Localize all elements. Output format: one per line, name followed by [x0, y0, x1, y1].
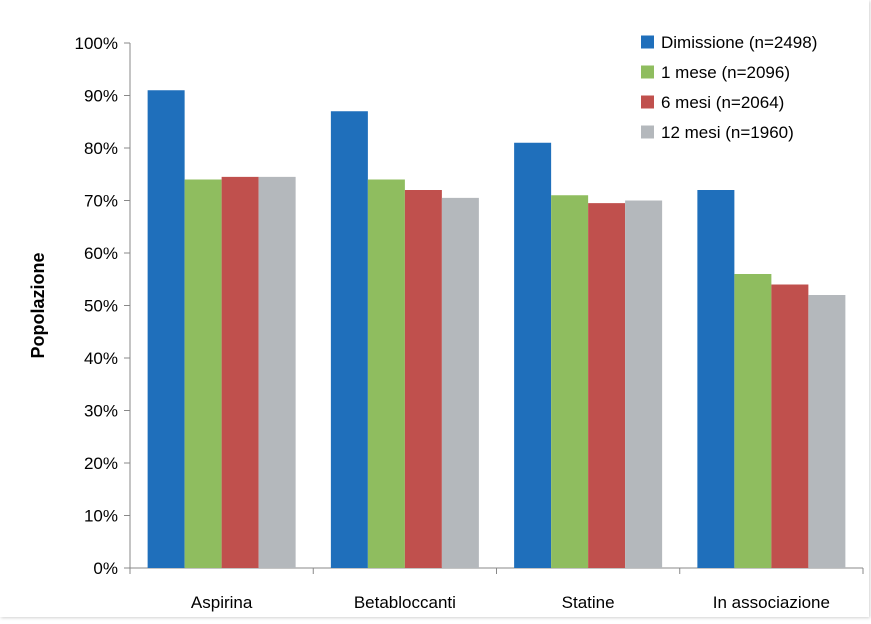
legend-swatch [641, 125, 654, 139]
bars [147, 90, 846, 568]
bar [147, 90, 185, 568]
category-label: Betabloccanti [354, 593, 456, 612]
bar [588, 203, 626, 568]
legend-swatch [641, 35, 654, 49]
y-tick-label: 70% [84, 192, 118, 211]
y-tick-label: 30% [84, 402, 118, 421]
y-tick-label: 40% [84, 349, 118, 368]
y-tick-label: 50% [84, 297, 118, 316]
bar [734, 274, 772, 568]
category-labels: Aspirina Betabloccanti Statine In associazi… [191, 593, 830, 612]
legend-swatch [641, 65, 654, 79]
x-ticks [129, 568, 864, 574]
legend-swatch [641, 95, 654, 109]
bar [514, 142, 552, 568]
bar [625, 200, 663, 568]
category-label: Statine [562, 593, 615, 612]
y-tick-label: 100% [75, 34, 118, 53]
category-label: In associazione [713, 593, 830, 612]
y-tick-label: 10% [84, 507, 118, 526]
y-tick-label: 90% [84, 87, 118, 106]
legend: Dimissione (n=2498) 1 mese (n=2096) 6 mesi… [641, 33, 817, 142]
y-tick-label: 20% [84, 454, 118, 473]
legend-label: 12 mesi (n=1960) [661, 123, 794, 142]
legend-label: Dimissione (n=2498) [661, 33, 817, 52]
y-axis-label: Popolazione [28, 252, 48, 358]
bar [404, 190, 442, 568]
y-tick-label: 60% [84, 244, 118, 263]
legend-label: 6 mesi (n=2064) [661, 93, 784, 112]
bar [441, 197, 479, 568]
legend-label: 1 mese (n=2096) [661, 63, 790, 82]
category-label: Aspirina [191, 593, 253, 612]
y-tick-label: 0% [93, 559, 118, 578]
bar [258, 176, 296, 568]
bar [697, 190, 735, 568]
bar [221, 176, 259, 568]
y-ticks: 0% 10% 20% 30% 40% 50% 60% 70% 80% 90% 100% [75, 34, 130, 578]
bar [771, 284, 809, 568]
bar [551, 195, 589, 568]
bar [330, 111, 368, 568]
bar [367, 179, 405, 568]
bar [808, 295, 846, 568]
bar [184, 179, 222, 568]
y-tick-label: 80% [84, 139, 118, 158]
